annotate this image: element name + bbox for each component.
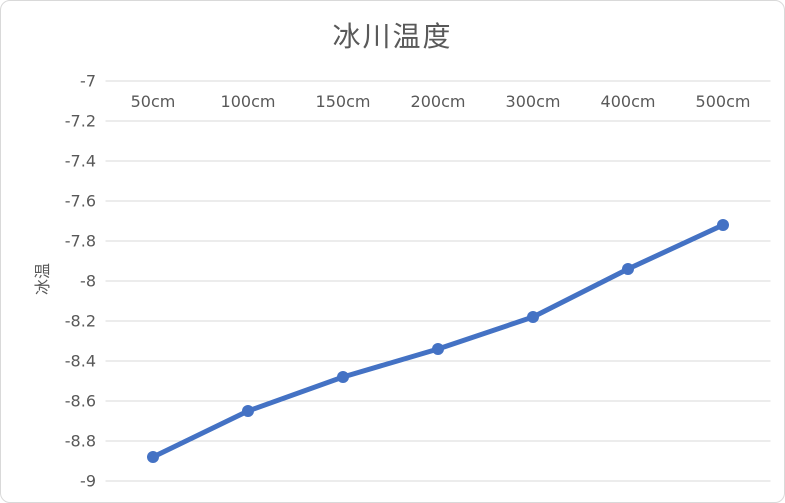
x-tick-label: 50cm xyxy=(131,92,176,111)
y-tick-label: -8.8 xyxy=(65,432,96,451)
y-tick-label: -8.4 xyxy=(65,352,96,371)
x-tick-label: 200cm xyxy=(411,92,466,111)
data-point-marker xyxy=(432,343,444,355)
data-point-marker xyxy=(147,451,159,463)
y-tick-label: -8 xyxy=(80,272,96,291)
x-tick-label: 150cm xyxy=(316,92,371,111)
x-tick-label: 400cm xyxy=(601,92,656,111)
series-line xyxy=(150,222,726,460)
data-point-marker xyxy=(527,311,539,323)
chart-title: 冰川温度 xyxy=(332,20,453,53)
y-tick-label: -7 xyxy=(80,72,96,91)
y-tick-label: -7.8 xyxy=(65,232,96,251)
data-point-marker xyxy=(622,263,634,275)
y-tick-label: -8.2 xyxy=(65,312,96,331)
y-tick-label: -8.6 xyxy=(65,392,96,411)
y-tick-label: -7.6 xyxy=(65,192,96,211)
y-tick-label: -7.4 xyxy=(65,152,96,171)
data-point-marker xyxy=(337,371,349,383)
data-point-marker xyxy=(242,405,254,417)
x-tick-label: 300cm xyxy=(506,92,561,111)
data-point-marker xyxy=(717,219,729,231)
y-tick-label: -7.2 xyxy=(65,112,96,131)
y-tick-label: -9 xyxy=(80,472,96,491)
x-tick-label: 500cm xyxy=(696,92,751,111)
x-tick-label: 100cm xyxy=(221,92,276,111)
